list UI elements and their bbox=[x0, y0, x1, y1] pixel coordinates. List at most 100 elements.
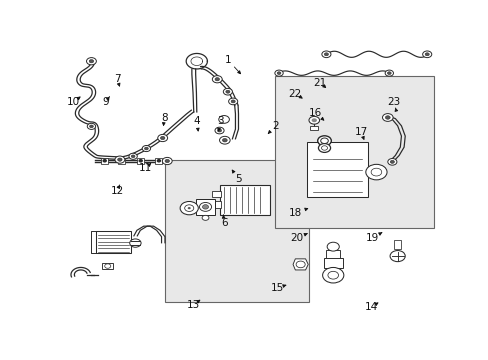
Circle shape bbox=[86, 58, 96, 65]
Polygon shape bbox=[292, 259, 307, 270]
Circle shape bbox=[157, 159, 160, 162]
Bar bbox=[101, 158, 108, 164]
Circle shape bbox=[311, 118, 316, 122]
Circle shape bbox=[104, 264, 111, 268]
Circle shape bbox=[326, 242, 339, 251]
Circle shape bbox=[199, 202, 211, 211]
Bar bbox=[211, 202, 221, 208]
Text: 15: 15 bbox=[271, 283, 284, 293]
Text: 3: 3 bbox=[217, 116, 223, 126]
Circle shape bbox=[223, 89, 232, 95]
Bar bbox=[393, 240, 401, 249]
Circle shape bbox=[87, 123, 96, 129]
Circle shape bbox=[129, 153, 137, 159]
Circle shape bbox=[103, 159, 106, 162]
Bar bbox=[307, 141, 367, 197]
Text: 20: 20 bbox=[290, 233, 303, 243]
Text: 16: 16 bbox=[308, 108, 322, 118]
Text: 6: 6 bbox=[220, 219, 227, 228]
Circle shape bbox=[89, 125, 93, 128]
Circle shape bbox=[225, 90, 229, 93]
Circle shape bbox=[387, 158, 396, 165]
Circle shape bbox=[231, 100, 235, 103]
Bar bbox=[102, 263, 113, 269]
Circle shape bbox=[89, 60, 94, 63]
Circle shape bbox=[162, 157, 172, 165]
Text: 9: 9 bbox=[102, 97, 109, 107]
Circle shape bbox=[389, 251, 405, 262]
Bar bbox=[211, 191, 221, 197]
Circle shape bbox=[115, 156, 124, 163]
Circle shape bbox=[144, 147, 148, 150]
Circle shape bbox=[120, 159, 123, 162]
Circle shape bbox=[160, 136, 164, 140]
Circle shape bbox=[385, 116, 389, 119]
Bar bbox=[165, 159, 309, 302]
Text: 4: 4 bbox=[193, 116, 200, 126]
Text: 19: 19 bbox=[366, 233, 379, 243]
Circle shape bbox=[318, 144, 330, 152]
Circle shape bbox=[158, 134, 167, 141]
Text: 7: 7 bbox=[114, 74, 120, 84]
Bar bbox=[326, 250, 339, 258]
Text: 12: 12 bbox=[110, 186, 123, 196]
Text: 1: 1 bbox=[224, 55, 231, 65]
Circle shape bbox=[370, 168, 381, 176]
Text: 18: 18 bbox=[288, 208, 301, 218]
Text: 23: 23 bbox=[386, 97, 400, 107]
Bar bbox=[220, 185, 269, 215]
Circle shape bbox=[212, 76, 222, 83]
Circle shape bbox=[218, 116, 229, 123]
Circle shape bbox=[180, 202, 198, 215]
Circle shape bbox=[324, 53, 328, 56]
Text: 22: 22 bbox=[288, 89, 301, 99]
Circle shape bbox=[131, 155, 135, 158]
Circle shape bbox=[215, 127, 224, 134]
Text: 8: 8 bbox=[161, 113, 167, 123]
Text: 10: 10 bbox=[66, 97, 80, 107]
Circle shape bbox=[202, 215, 208, 220]
Circle shape bbox=[385, 70, 393, 76]
Circle shape bbox=[365, 164, 386, 180]
Bar bbox=[323, 258, 342, 268]
Text: 14: 14 bbox=[364, 302, 377, 312]
Circle shape bbox=[222, 139, 227, 142]
Circle shape bbox=[215, 78, 219, 81]
Bar bbox=[137, 158, 144, 164]
Circle shape bbox=[217, 129, 221, 132]
Circle shape bbox=[317, 136, 331, 146]
Bar bbox=[118, 158, 125, 164]
Circle shape bbox=[424, 53, 428, 56]
Circle shape bbox=[202, 205, 208, 209]
Circle shape bbox=[322, 267, 343, 283]
Bar bbox=[275, 76, 433, 228]
Text: 5: 5 bbox=[235, 174, 241, 184]
Circle shape bbox=[118, 158, 122, 161]
Circle shape bbox=[274, 70, 283, 76]
Circle shape bbox=[389, 160, 394, 163]
Circle shape bbox=[422, 51, 431, 58]
Bar bbox=[195, 199, 215, 215]
Circle shape bbox=[382, 114, 392, 121]
Circle shape bbox=[321, 146, 327, 150]
Circle shape bbox=[327, 271, 338, 279]
Bar bbox=[310, 126, 317, 130]
Text: 13: 13 bbox=[186, 300, 199, 310]
Bar bbox=[96, 231, 131, 253]
Circle shape bbox=[295, 261, 305, 268]
Circle shape bbox=[184, 205, 193, 211]
Text: 21: 21 bbox=[312, 77, 325, 87]
Circle shape bbox=[321, 51, 330, 58]
Circle shape bbox=[386, 72, 390, 75]
Circle shape bbox=[142, 145, 150, 152]
Circle shape bbox=[129, 239, 141, 247]
Circle shape bbox=[219, 136, 230, 144]
Circle shape bbox=[164, 159, 169, 163]
Circle shape bbox=[277, 72, 280, 75]
Text: 11: 11 bbox=[139, 163, 152, 174]
Circle shape bbox=[308, 116, 319, 124]
Bar bbox=[155, 158, 162, 164]
Circle shape bbox=[187, 207, 190, 209]
Text: 2: 2 bbox=[271, 121, 278, 131]
Circle shape bbox=[139, 159, 142, 162]
